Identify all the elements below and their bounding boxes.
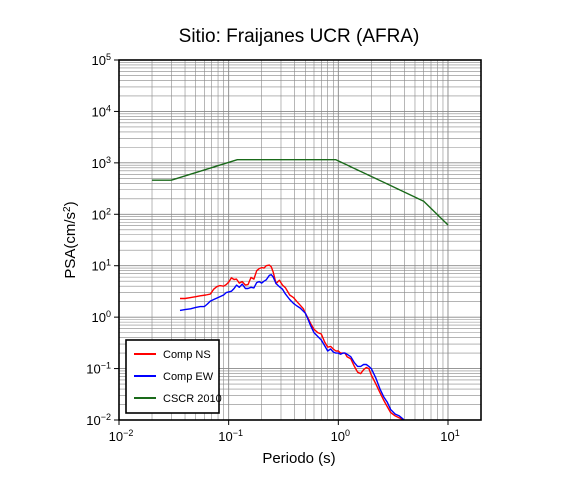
y-tick-label: 10−1 — [86, 361, 111, 377]
series-line-2 — [179, 274, 405, 421]
series-layer — [152, 158, 449, 421]
y-axis-label-sup: 2 — [62, 206, 73, 212]
y-axis-label-tail: ) — [62, 201, 79, 206]
x-tick-label: 101 — [440, 428, 459, 444]
y-axis-label: PSA(cm/s2) — [62, 201, 80, 278]
y-tick-label: 102 — [92, 206, 111, 222]
x-tick-label: 100 — [331, 428, 350, 444]
y-tick-label: 10−2 — [86, 412, 111, 428]
y-tick-label: 103 — [92, 155, 111, 171]
series-line-3 — [152, 158, 449, 226]
legend-label: Comp NS — [163, 349, 211, 361]
y-tick-label: 100 — [92, 309, 111, 325]
y-tick-label: 101 — [92, 258, 111, 274]
x-axis-ticks: 10−2 10−1 100 101 — [109, 420, 460, 444]
y-axis-label-main: PSA(cm/s — [62, 212, 79, 279]
y-tick-label: 105 — [92, 52, 111, 68]
legend-label: Comp EW — [163, 371, 214, 383]
chart-title: Sitio: Fraijanes UCR (AFRA) — [179, 26, 420, 47]
plot-frame — [118, 59, 482, 421]
x-tick-label: 10−1 — [218, 428, 243, 444]
legend-label: CSCR 2010 — [163, 393, 222, 405]
y-axis-ticks: 10−2 10−1 100 101 102 103 104 105 — [86, 52, 119, 428]
series-line-1 — [180, 264, 405, 421]
grid — [118, 59, 482, 421]
legend: Comp NS Comp EW CSCR 2010 — [125, 339, 222, 414]
x-tick-label: 10−2 — [109, 428, 134, 444]
y-tick-label: 104 — [92, 103, 111, 119]
x-axis-label: Periodo (s) — [262, 450, 335, 467]
